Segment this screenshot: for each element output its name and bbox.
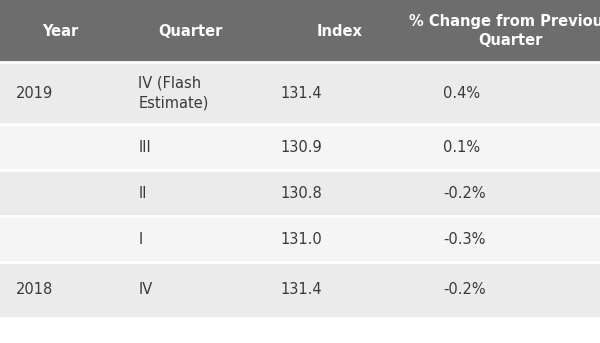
Bar [420,262,600,318]
Text: 131.4: 131.4 [281,283,322,297]
Text: 2018: 2018 [16,283,53,297]
Bar [0,124,120,170]
Bar [0,262,120,318]
Text: 131.4: 131.4 [281,85,322,100]
Bar [420,124,600,170]
Text: 0.4%: 0.4% [443,85,481,100]
Text: % Change from Previous
Quarter: % Change from Previous Quarter [409,14,600,48]
Bar [120,124,260,170]
Text: 130.8: 130.8 [281,186,323,201]
Text: IV (Flash
Estimate): IV (Flash Estimate) [138,75,209,110]
Bar [0,170,120,216]
Bar [120,216,260,262]
Bar [260,170,420,216]
Bar [120,0,260,62]
Bar [120,262,260,318]
Bar [0,216,120,262]
Bar [260,216,420,262]
Text: III: III [138,140,151,154]
Text: I: I [138,232,142,247]
Text: Year: Year [42,24,78,38]
Text: Index: Index [317,24,363,38]
Text: -0.3%: -0.3% [443,232,486,247]
Text: 130.9: 130.9 [281,140,323,154]
Text: -0.2%: -0.2% [443,186,486,201]
Bar [260,0,420,62]
Bar [0,318,600,343]
Bar [260,62,420,124]
Bar [420,62,600,124]
Bar [120,170,260,216]
Text: IV: IV [138,283,152,297]
Bar [420,170,600,216]
Text: 0.1%: 0.1% [443,140,481,154]
Text: II: II [138,186,146,201]
Text: Quarter: Quarter [158,24,222,38]
Text: 2019: 2019 [16,85,53,100]
Bar [0,62,120,124]
Bar [260,124,420,170]
Text: 131.0: 131.0 [281,232,323,247]
Bar [0,0,120,62]
Bar [120,62,260,124]
Bar [420,0,600,62]
Text: -0.2%: -0.2% [443,283,486,297]
Bar [260,262,420,318]
Bar [420,216,600,262]
